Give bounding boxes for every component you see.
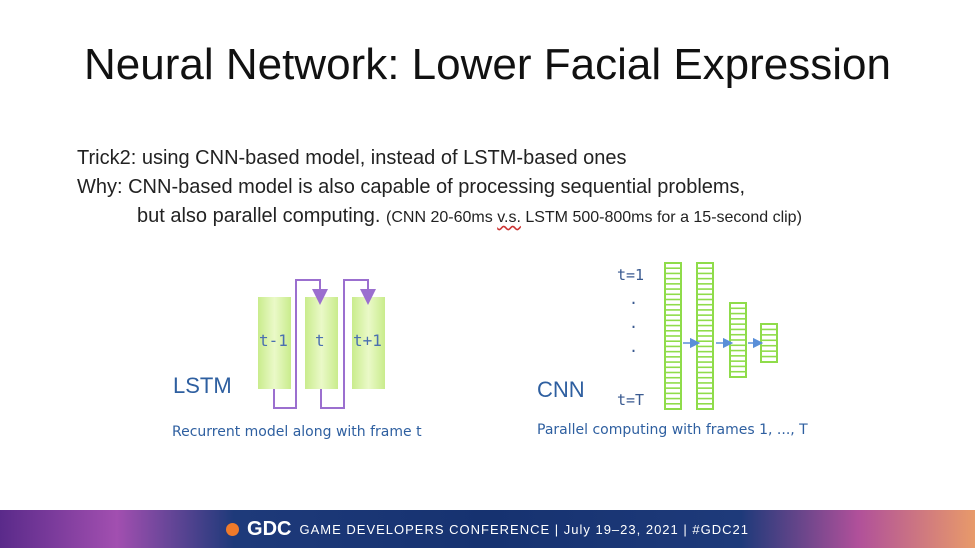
footer-text: GAME DEVELOPERS CONFERENCE | July 19–23,… bbox=[299, 521, 749, 537]
lstm-diagram bbox=[258, 279, 385, 409]
slide-title: Neural Network: Lower Facial Expression bbox=[84, 40, 891, 89]
lstm-box-label-next: t+1 bbox=[353, 331, 382, 350]
lstm-box-current bbox=[305, 297, 338, 389]
cnn-label: CNN bbox=[537, 377, 585, 402]
note-suffix: LSTM 500-800ms for a 15-second clip) bbox=[520, 209, 802, 226]
lstm-box-label-prev: t-1 bbox=[259, 331, 288, 350]
cnn-t-start: t=1 bbox=[617, 266, 645, 284]
cnn-dot-1: . bbox=[629, 290, 639, 308]
lstm-box-next bbox=[352, 297, 385, 389]
cnn-layer-4 bbox=[760, 323, 778, 363]
why-line: Why: CNN-based model is also capable of … bbox=[77, 176, 746, 198]
lstm-box-label-current: t bbox=[315, 331, 325, 350]
lstm-label: LSTM bbox=[173, 373, 232, 398]
cnn-diagram bbox=[664, 262, 778, 410]
cnn-layer-1 bbox=[664, 262, 682, 410]
gdc-logo-icon bbox=[226, 522, 240, 536]
recurrent-arrow-1 bbox=[273, 279, 328, 409]
cnn-t-end: t=T bbox=[617, 391, 645, 409]
lstm-caption: Recurrent model along with frame t bbox=[172, 424, 422, 440]
cnn-caption: Parallel computing with frames 1, ..., T bbox=[537, 422, 808, 438]
lstm-box-prev bbox=[258, 297, 291, 389]
cnn-layer-3 bbox=[729, 302, 747, 378]
gdc-logo: GDC bbox=[247, 517, 292, 540]
note-vs: v.s. bbox=[497, 209, 521, 226]
cnn-dot-3: . bbox=[629, 338, 639, 356]
cnn-dot-2: . bbox=[629, 314, 639, 332]
timing-note: (CNN 20-60ms v.s. LSTM 500-800ms for a 1… bbox=[386, 209, 802, 226]
cnn-layer-2 bbox=[696, 262, 714, 410]
trick-line: Trick2: using CNN-based model, instead o… bbox=[77, 147, 627, 169]
note-prefix: (CNN 20-60ms bbox=[386, 209, 498, 226]
conference-footer: GDC GAME DEVELOPERS CONFERENCE | July 19… bbox=[0, 510, 975, 548]
parallel-line: but also parallel computing. (CNN 20-60m… bbox=[137, 205, 802, 228]
recurrent-arrow-2 bbox=[320, 279, 376, 409]
parallel-text: but also parallel computing. bbox=[137, 205, 381, 227]
